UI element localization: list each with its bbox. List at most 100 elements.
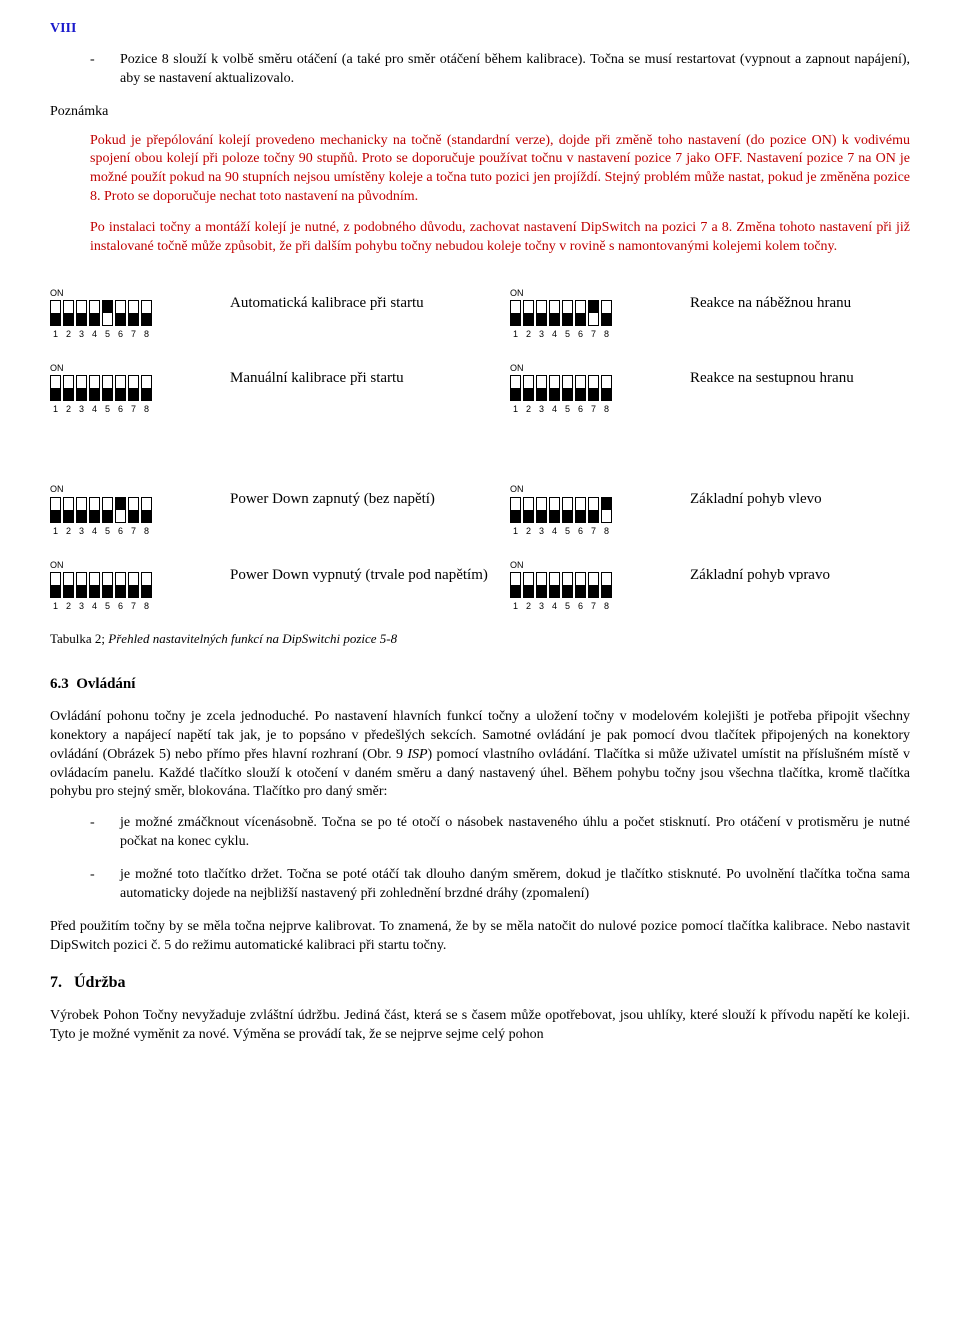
dip-switch: 3 (536, 497, 547, 537)
dip-switch-number: 4 (92, 525, 97, 537)
dip-switch-knob (64, 510, 73, 522)
dip-switch-body (89, 300, 100, 326)
dipswitch-description: Základní pohyb vlevo (690, 483, 950, 536)
dip-switch: 1 (510, 497, 521, 537)
dip-switch: 5 (562, 375, 573, 415)
dipswitch-description: Power Down zapnutý (bez napětí) (230, 483, 510, 536)
dip-switch-body (115, 300, 126, 326)
dip-switch-knob (511, 313, 520, 325)
dip-switch-knob (524, 313, 533, 325)
dip-on-label: ON (510, 483, 524, 495)
dip-switch-body (575, 497, 586, 523)
dip-switch: 1 (50, 300, 61, 340)
dip-switch-number: 8 (144, 600, 149, 612)
dip-switch-knob (116, 585, 125, 597)
dip-switch-number: 1 (53, 525, 58, 537)
dip-switch: 2 (63, 572, 74, 612)
para-ovladani-2: Před použitím točny by se měla točna nej… (50, 918, 910, 956)
dip-switch-knob (602, 388, 611, 400)
dip-switch-knob (129, 510, 138, 522)
dip-switch-number: 1 (53, 403, 58, 415)
dip-switch-number: 8 (604, 600, 609, 612)
dip-switch: 3 (76, 497, 87, 537)
dip-switch-number: 3 (79, 403, 84, 415)
dip-switch-knob (550, 510, 559, 522)
dip-switch: 6 (115, 497, 126, 537)
dip-switch-knob (524, 388, 533, 400)
dip-switch: 4 (89, 572, 100, 612)
dip-switch-number: 4 (552, 403, 557, 415)
dip-switch-body (115, 375, 126, 401)
dip-switch-body (89, 497, 100, 523)
dip-on-label: ON (50, 483, 64, 495)
dip-group-gap (690, 437, 950, 461)
dip-switch-knob (51, 510, 60, 522)
dip-switch-number: 2 (526, 403, 531, 415)
dip-switch-body (536, 300, 547, 326)
dip-switch: 3 (76, 375, 87, 415)
bullet-63-1: - je možné zmáčknout vícenásobně. Točna … (90, 814, 910, 852)
dipswitch-description: Manuální kalibrace při startu (230, 362, 510, 415)
dip-switch-knob (142, 388, 151, 400)
red-paragraph-1: Pokud je přepólování kolejí provedeno me… (90, 132, 910, 208)
dip-switch-body (549, 300, 560, 326)
dip-switch-knob (90, 510, 99, 522)
dip-switches-row: 12345678 (50, 375, 152, 415)
dip-switch-number: 3 (539, 328, 544, 340)
dip-switch-knob (550, 313, 559, 325)
dip-switch-body (536, 497, 547, 523)
dipswitch-description: Automatická kalibrace při startu (230, 287, 510, 340)
dip-switch: 4 (549, 375, 560, 415)
dip-switch-body (588, 497, 599, 523)
dip-switch: 6 (115, 572, 126, 612)
dip-switch-knob (563, 585, 572, 597)
bullet-text: je možné zmáčknout vícenásobně. Točna se… (120, 814, 910, 852)
dip-switch: 3 (536, 572, 547, 612)
heading-title: Ovládání (76, 676, 135, 692)
dip-switch: 2 (523, 497, 534, 537)
dip-switch-number: 8 (144, 403, 149, 415)
dip-switch-body (562, 375, 573, 401)
dip-switch-number: 5 (565, 525, 570, 537)
dip-switch-knob (524, 585, 533, 597)
dip-switch-body (50, 497, 61, 523)
bullet-pozice8: - Pozice 8 slouží k volbě směru otáčení … (90, 51, 910, 89)
dip-switch-body (510, 497, 521, 523)
dip-switch: 3 (76, 300, 87, 340)
dip-switch-number: 4 (92, 328, 97, 340)
dip-switch-body (575, 572, 586, 598)
dip-switch-number: 4 (552, 328, 557, 340)
dip-switch-number: 7 (131, 600, 136, 612)
dip-switch: 4 (89, 300, 100, 340)
dip-switch-number: 1 (513, 600, 518, 612)
table-caption: Tabulka 2; Přehled nastavitelných funkcí… (50, 630, 910, 648)
bullet-dash: - (90, 51, 120, 89)
dip-switch-knob (90, 388, 99, 400)
dip-on-label: ON (510, 362, 524, 374)
dip-switch-number: 2 (66, 600, 71, 612)
dip-switch-body (115, 497, 126, 523)
heading-title: Údržba (74, 974, 126, 991)
dip-switch: 7 (588, 300, 599, 340)
dip-switch-knob (563, 388, 572, 400)
dip-switch-knob (64, 388, 73, 400)
dip-switch: 1 (50, 375, 61, 415)
dip-switch-knob (51, 313, 60, 325)
dip-switch-number: 6 (118, 525, 123, 537)
dip-switch-knob (103, 301, 112, 313)
dip-switch-body (63, 497, 74, 523)
dip-switch-knob (589, 301, 598, 313)
dip-switch: 5 (562, 497, 573, 537)
dip-switch: 6 (575, 497, 586, 537)
dip-switch-body (141, 375, 152, 401)
dipswitch-diagram: ON12345678 (510, 287, 690, 340)
dip-switch-body (89, 572, 100, 598)
dip-on-label: ON (510, 287, 524, 299)
dip-group-gap (50, 437, 230, 461)
dip-switch-number: 7 (591, 600, 596, 612)
heading-7: 7. Údržba (50, 972, 910, 994)
bullet-text: Pozice 8 slouží k volbě směru otáčení (a… (120, 51, 910, 89)
dip-switch-number: 1 (513, 525, 518, 537)
dip-switch-body (601, 300, 612, 326)
dip-switch: 3 (536, 375, 547, 415)
